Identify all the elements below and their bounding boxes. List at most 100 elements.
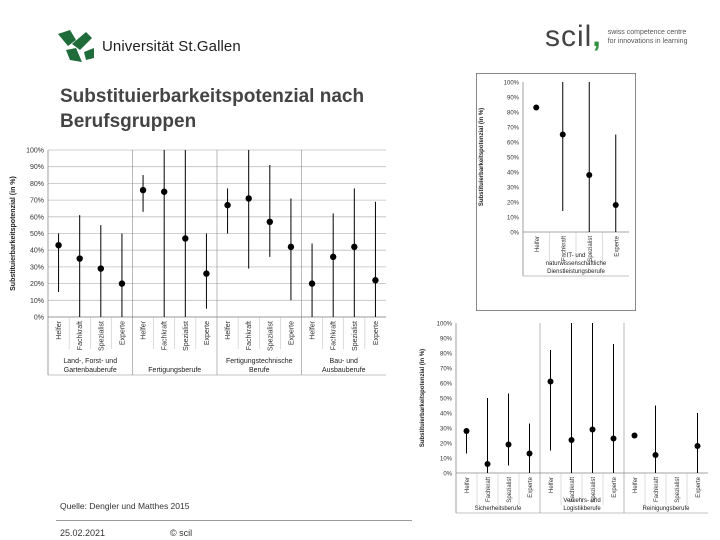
data-point — [308, 280, 316, 287]
x-tick-label: Spezialist — [675, 477, 681, 503]
data-point — [559, 131, 566, 138]
x-tick-label: Fachkraft — [486, 477, 492, 502]
university-logo: Universität St.Gallen — [56, 28, 241, 64]
data-point — [139, 186, 147, 194]
x-tick-label: Helfer — [225, 320, 232, 339]
y-tick-label: 10% — [30, 298, 44, 305]
y-tick-label: 10% — [440, 457, 453, 463]
data-point — [118, 280, 126, 287]
group-label: Sicherheitsberufe — [475, 506, 522, 512]
data-point — [505, 441, 512, 448]
x-tick-label: Experte — [373, 321, 380, 345]
data-point — [351, 243, 358, 251]
x-tick-label: Helfer — [310, 320, 317, 339]
y-axis-label: Substituierbarkeitspotenzial (in %) — [479, 108, 485, 206]
x-tick-label: Spezialist — [588, 236, 594, 262]
footer-date: 25.02.2021 — [60, 528, 106, 538]
x-tick-label: Spezialist — [591, 477, 597, 503]
y-tick-label: 60% — [507, 141, 520, 147]
x-tick-label: Experte — [612, 476, 618, 497]
group-label: Bau- und — [330, 358, 359, 365]
x-tick-label: Helfer — [56, 320, 63, 339]
x-tick-label: Spezialist — [507, 477, 513, 503]
x-tick-label: Experte — [119, 321, 126, 345]
y-tick-label: 80% — [440, 352, 453, 358]
group-label: Gartenbauberufe — [64, 367, 117, 374]
group-label: Ausbauberufe — [322, 367, 366, 374]
y-tick-label: 70% — [30, 198, 44, 205]
x-tick-label: Spezialist — [267, 321, 274, 351]
y-axis-label: Substituierbarkeitspotenzial (in %) — [10, 176, 17, 291]
x-tick-label: Fachkraft — [331, 321, 338, 350]
x-tick-label: Experte — [696, 476, 702, 497]
data-point — [372, 277, 379, 284]
data-point — [652, 452, 659, 458]
y-tick-label: 0% — [510, 231, 519, 237]
y-tick-label: 20% — [507, 201, 520, 207]
y-tick-label: 50% — [30, 231, 44, 238]
x-tick-label: Fachkraft — [77, 321, 84, 350]
data-point — [97, 265, 105, 272]
group-label: Fertigungsberufe — [148, 367, 201, 374]
scil-comma-icon: , — [592, 20, 602, 53]
x-tick-label: Spezialist — [352, 321, 359, 351]
scil-wordmark: scil, — [545, 20, 602, 53]
group-label: Logistikberufe — [563, 506, 601, 512]
y-tick-label: 80% — [507, 111, 520, 117]
chart-services-svg: 0% 10% 20% 30% 40% 50% 60% 70% 80% 90% 100% Substit… — [420, 322, 708, 514]
footer-divider — [56, 520, 412, 521]
x-tick-label: Experte — [614, 235, 620, 256]
group-label: Fertigungstechnische — [226, 358, 293, 365]
slide-title-line-2: Berufsgruppen — [60, 111, 197, 132]
data-point — [224, 201, 231, 209]
x-tick-label: Fachkraft — [246, 321, 253, 350]
x-tick-label: Spezialist — [183, 321, 190, 351]
data-point — [533, 104, 540, 111]
data-point — [586, 172, 593, 178]
slide-title-line-1: Substituierbarkeitspotenzial nach — [60, 86, 365, 107]
y-tick-label: 100% — [504, 81, 520, 87]
group-label: Verkehrs- und — [563, 498, 600, 504]
data-point — [76, 255, 83, 262]
data-point — [203, 270, 210, 277]
group-label: naturwissenschaftliche — [546, 261, 607, 267]
data-point — [547, 378, 554, 385]
x-tick-label: Helfer — [535, 236, 541, 252]
data-point — [182, 235, 189, 242]
data-point — [526, 450, 533, 457]
x-tick-label: Helfer — [141, 320, 148, 339]
x-tick-label: Spezialist — [98, 321, 105, 351]
y-tick-label: 20% — [30, 281, 44, 288]
chart-it: 0% 10% 20% 30% 40% 50% 60% 70% 80% 90% 100% Substit… — [476, 73, 636, 311]
x-tick-label: Fachkraft — [570, 477, 576, 502]
data-point — [631, 432, 638, 439]
scil-tagline: swiss competence centre for innovations … — [607, 29, 688, 45]
x-tick-label: Helfer — [465, 477, 471, 493]
data-point — [463, 428, 470, 434]
y-tick-label: 10% — [507, 216, 520, 222]
y-tick-label: 0% — [34, 315, 44, 322]
x-tick-label: Experte — [204, 321, 211, 345]
data-point — [589, 426, 596, 433]
x-tick-label: Helfer — [549, 477, 555, 493]
y-tick-label: 60% — [30, 214, 44, 221]
data-point — [160, 188, 168, 195]
y-tick-label: 40% — [440, 412, 453, 418]
x-tick-label: Experte — [528, 476, 534, 497]
y-tick-label: 0% — [443, 472, 452, 478]
data-point — [266, 218, 274, 226]
y-tick-label: 70% — [440, 367, 453, 373]
source-note: Quelle: Dengler und Matthes 2015 — [60, 501, 190, 511]
group-label: Reinigungsberufe — [642, 506, 690, 512]
data-point — [287, 243, 295, 251]
data-point — [55, 241, 62, 249]
data-point — [568, 437, 575, 443]
x-tick-label: Experte — [288, 321, 295, 345]
footer-copyright: © scil — [170, 528, 193, 538]
y-tick-label: 70% — [507, 126, 520, 132]
y-tick-label: 80% — [30, 181, 44, 188]
y-tick-label: 100% — [437, 322, 453, 328]
university-name: Universität St.Gallen — [102, 37, 241, 55]
y-tick-label: 60% — [440, 382, 453, 388]
slide-title: Substituierbarkeitspotenzial nach Berufs… — [60, 84, 364, 134]
